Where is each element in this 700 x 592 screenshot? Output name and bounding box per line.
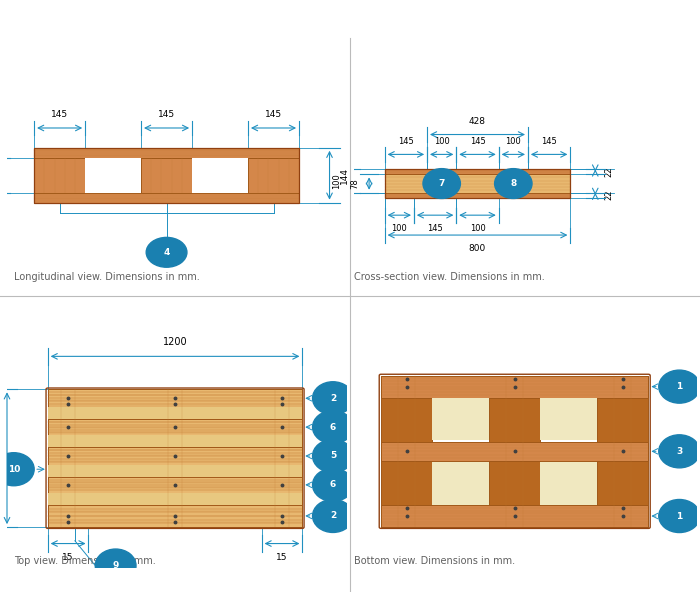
Text: 8: 8 <box>510 179 517 188</box>
Text: 145: 145 <box>265 110 282 120</box>
Text: 100: 100 <box>434 137 449 146</box>
Bar <box>489 376 540 527</box>
Text: 22: 22 <box>605 190 614 201</box>
Text: 2: 2 <box>330 394 336 403</box>
Bar <box>48 477 302 493</box>
Text: 10: 10 <box>8 465 20 474</box>
Bar <box>155 390 195 527</box>
Bar <box>48 419 302 435</box>
Bar <box>381 375 648 398</box>
Text: 145: 145 <box>427 224 443 233</box>
Text: 6: 6 <box>330 423 336 432</box>
Bar <box>48 505 302 527</box>
Text: 3: 3 <box>676 447 682 456</box>
Bar <box>34 158 85 192</box>
Bar <box>34 148 299 202</box>
Bar <box>385 169 570 198</box>
Text: Cross-section view. Dimensions in mm.: Cross-section view. Dimensions in mm. <box>354 272 545 282</box>
Text: 100: 100 <box>391 224 407 233</box>
Bar <box>48 390 88 527</box>
Circle shape <box>659 435 700 468</box>
Text: 15: 15 <box>276 553 288 562</box>
Bar <box>427 175 456 192</box>
Bar <box>528 175 570 192</box>
Text: 2: 2 <box>330 511 336 520</box>
Circle shape <box>312 439 354 472</box>
Circle shape <box>659 500 700 533</box>
Bar <box>48 390 302 407</box>
Text: 145: 145 <box>541 137 557 146</box>
Bar <box>141 158 192 192</box>
Bar <box>48 465 302 477</box>
Bar <box>48 447 302 465</box>
Circle shape <box>312 468 354 501</box>
Text: 1: 1 <box>676 382 682 391</box>
Text: 145: 145 <box>51 110 68 120</box>
Text: 5: 5 <box>330 452 336 461</box>
Bar <box>85 158 141 192</box>
Text: 9: 9 <box>113 561 119 570</box>
Bar <box>433 398 489 440</box>
Circle shape <box>146 237 187 267</box>
Bar <box>192 158 248 192</box>
Text: 78: 78 <box>351 178 360 189</box>
Bar <box>433 462 489 505</box>
Text: 22: 22 <box>605 166 614 177</box>
Circle shape <box>0 453 34 485</box>
Circle shape <box>495 169 532 198</box>
Bar <box>381 442 648 461</box>
Circle shape <box>95 549 136 582</box>
Text: Bottom view. Dimensions in mm.: Bottom view. Dimensions in mm. <box>354 555 514 565</box>
Circle shape <box>312 382 354 415</box>
Text: 7: 7 <box>438 179 445 188</box>
Bar <box>456 175 498 192</box>
Bar <box>48 477 302 493</box>
Bar <box>48 505 302 527</box>
Bar <box>381 505 648 527</box>
Bar <box>540 398 597 440</box>
Text: Top view. Dimensions in mm.: Top view. Dimensions in mm. <box>14 555 155 565</box>
Text: 6: 6 <box>330 480 336 490</box>
Text: 100: 100 <box>470 224 485 233</box>
Text: 15: 15 <box>62 553 74 562</box>
Bar <box>48 419 302 435</box>
Bar <box>262 390 302 527</box>
Bar <box>34 192 299 202</box>
Circle shape <box>312 411 354 443</box>
Bar <box>48 435 302 447</box>
Text: 145: 145 <box>398 137 414 146</box>
Text: 100: 100 <box>332 173 341 189</box>
Bar <box>597 376 648 527</box>
Bar <box>48 407 302 419</box>
Text: 4: 4 <box>163 248 170 257</box>
Text: CONSTRUCTION OF EUROPALLETS: CONSTRUCTION OF EUROPALLETS <box>8 11 288 27</box>
Text: 1200: 1200 <box>162 337 188 347</box>
Bar <box>48 390 302 527</box>
Text: 144: 144 <box>340 167 349 184</box>
Bar <box>385 192 570 198</box>
Circle shape <box>423 169 461 198</box>
Text: 800: 800 <box>469 244 486 253</box>
Bar <box>498 175 528 192</box>
Bar <box>385 169 570 175</box>
Bar <box>248 158 299 192</box>
Bar <box>381 376 433 527</box>
Text: 145: 145 <box>470 137 485 146</box>
Circle shape <box>659 370 700 403</box>
Bar <box>540 462 597 505</box>
Bar <box>48 447 302 465</box>
Text: 428: 428 <box>469 117 486 126</box>
Circle shape <box>312 500 354 532</box>
Text: 1: 1 <box>676 511 682 520</box>
Bar <box>48 390 302 407</box>
Bar <box>34 148 299 158</box>
Text: 145: 145 <box>158 110 175 120</box>
Bar <box>48 493 302 505</box>
Bar <box>385 175 427 192</box>
Text: 100: 100 <box>505 137 522 146</box>
Text: Longitudinal view. Dimensions in mm.: Longitudinal view. Dimensions in mm. <box>14 272 199 282</box>
